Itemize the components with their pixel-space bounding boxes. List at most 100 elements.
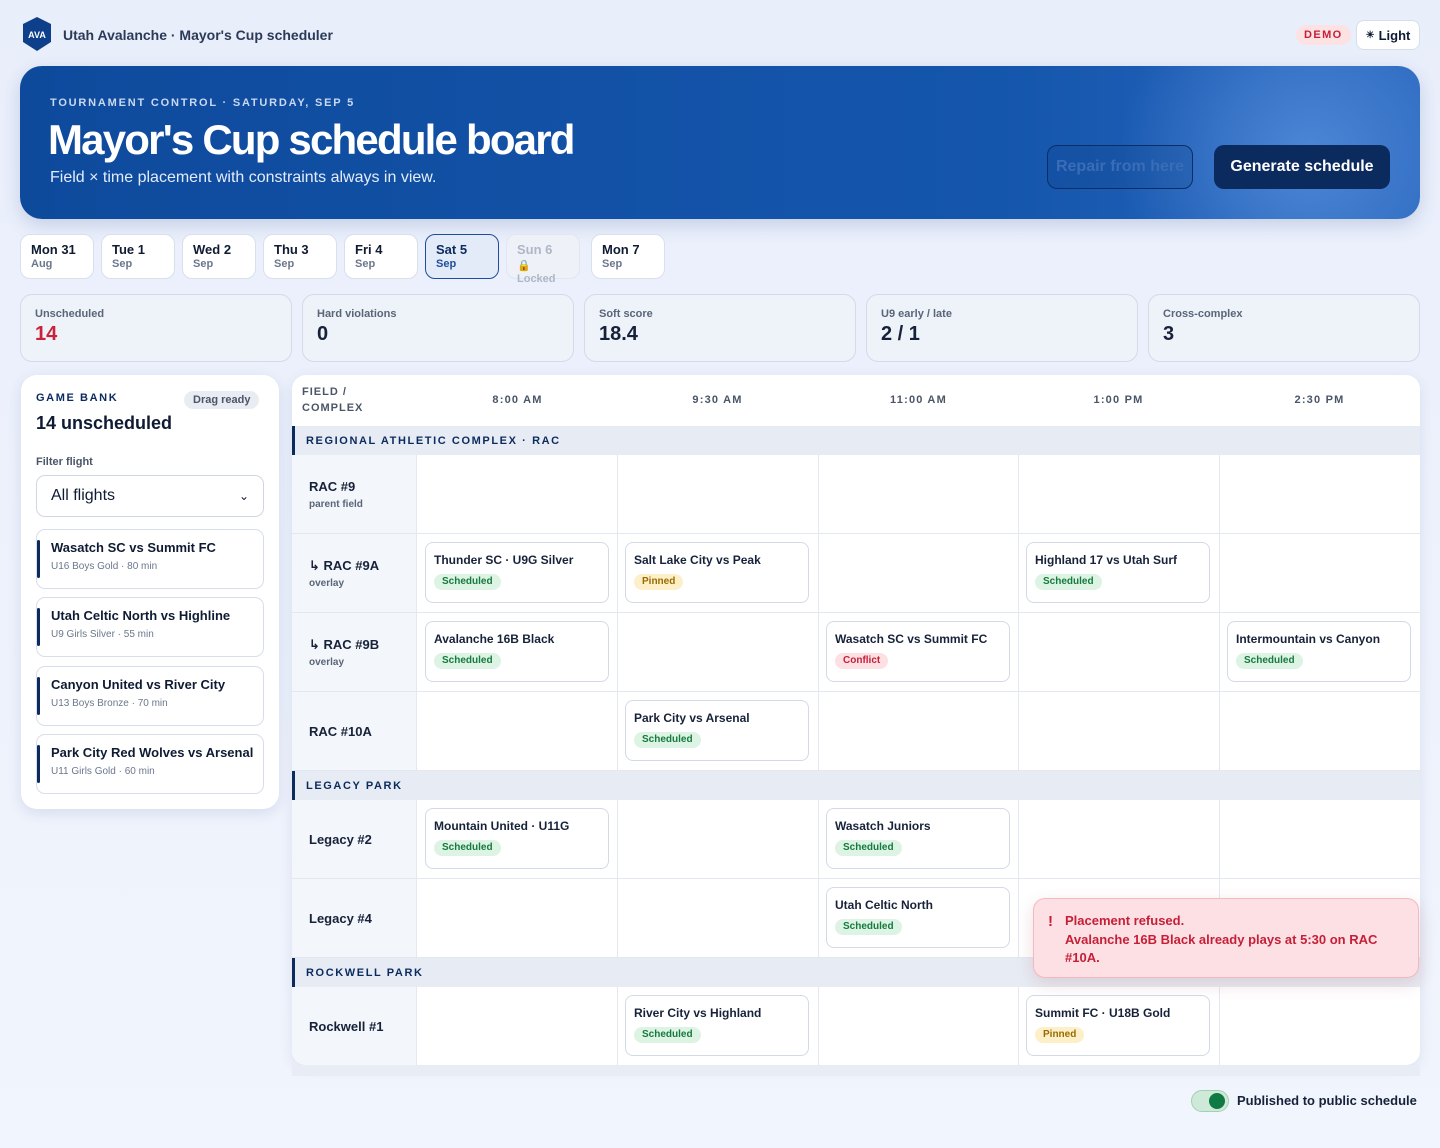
field-row: Legacy #4 Utah Celtic North Scheduled — [292, 879, 1420, 958]
day-tab[interactable]: Mon 7 Sep — [591, 234, 665, 279]
unscheduled-game-card[interactable]: Canyon United vs River City U13 Boys Bron… — [36, 665, 264, 726]
game-title: Mountain United · U11G — [434, 819, 570, 833]
slot-divider — [818, 800, 819, 878]
day-tab-label: Wed 2 — [193, 242, 232, 257]
day-tab[interactable]: Fri 4 Sep — [344, 234, 418, 279]
slot-divider — [818, 692, 819, 770]
slot-cell[interactable] — [1019, 455, 1218, 533]
slot-cell[interactable] — [1220, 692, 1419, 770]
game-title: Highland 17 vs Utah Surf — [1035, 553, 1178, 567]
slot-divider — [1219, 613, 1220, 691]
page-subtitle: Field × time placement with constraints … — [50, 169, 437, 186]
field-name: ↳ RAC #9A — [309, 558, 380, 573]
slot-cell[interactable] — [1220, 455, 1419, 533]
game-card[interactable]: Thunder SC · U9G Silver Scheduled — [425, 542, 609, 603]
game-card[interactable]: Salt Lake City vs Peak Pinned — [625, 542, 809, 603]
slot-cell[interactable] — [618, 455, 817, 533]
slot-cell[interactable] — [1220, 534, 1419, 612]
game-meta: U9 Girls Silver · 55 min — [51, 629, 154, 641]
slot-cell[interactable] — [1019, 613, 1218, 691]
repair-from-here-button[interactable]: Repair from here — [1047, 145, 1193, 189]
filter-flight-select[interactable]: All flights ⌄ — [36, 475, 264, 517]
publish-toggle[interactable] — [1191, 1090, 1229, 1112]
sun-icon: ☀ — [1365, 29, 1375, 41]
toast-title: Placement refused. — [1065, 913, 1185, 928]
day-tab-label: Tue 1 — [112, 242, 145, 257]
day-tab[interactable]: Wed 2 Sep — [182, 234, 256, 279]
slot-cell[interactable] — [618, 613, 817, 691]
toast-message: Avalanche 16B Black already plays at 5:3… — [1065, 932, 1378, 965]
complex-name: REGIONAL ATHLETIC COMPLEX · RAC — [306, 435, 561, 447]
stat-card: U9 early / late 2 / 1 — [866, 294, 1138, 362]
unscheduled-game-card[interactable]: Park City Red Wolves vs Arsenal U11 Girls… — [36, 733, 264, 794]
game-card[interactable]: Intermountain vs Canyon Scheduled — [1227, 621, 1411, 682]
day-tab-month: Sep — [112, 258, 133, 270]
slot-divider — [617, 534, 618, 612]
field-row: Legacy #2 Mountain United · U11G Scheduled… — [292, 800, 1420, 879]
unscheduled-game-card[interactable]: Wasatch SC vs Summit FC U16 Boys Gold · 8… — [36, 529, 264, 589]
day-tab-label: Mon 7 — [602, 242, 640, 257]
game-card[interactable]: Utah Celtic North Scheduled — [826, 887, 1010, 948]
stat-value: 2 / 1 — [881, 323, 920, 345]
game-card[interactable]: Mountain United · U11G Scheduled — [425, 808, 609, 869]
avalanche-logo-icon: AVA — [23, 17, 51, 51]
slot-cell[interactable] — [418, 455, 617, 533]
game-card[interactable]: River City vs Highland Scheduled — [625, 995, 809, 1056]
slot-cell[interactable] — [819, 534, 1018, 612]
game-title: Wasatch SC vs Summit FC — [835, 632, 988, 646]
game-title: Wasatch SC vs Summit FC — [51, 540, 216, 555]
field-label: ↳ RAC #9A overlay — [292, 534, 417, 612]
lock-icon: 🔒 — [517, 260, 531, 272]
schedule-board: FIELD / COMPLEX 8:00 AM 9:30 AM 11:00 AM 1:… — [292, 375, 1420, 1065]
slot-divider — [617, 613, 618, 691]
time-column-header: 1:00 PM — [1093, 394, 1144, 406]
stat-card: Soft score 18.4 — [584, 294, 856, 362]
slot-divider — [617, 987, 618, 1065]
time-column-header: 8:00 AM — [492, 394, 543, 406]
unscheduled-game-card[interactable]: Utah Celtic North vs Highline U9 Girls Si… — [36, 597, 264, 658]
field-label: Legacy #2 — [292, 800, 417, 878]
game-card[interactable]: Summit FC · U18B Gold Pinned — [1026, 995, 1210, 1056]
game-card[interactable]: Highland 17 vs Utah Surf Scheduled — [1026, 542, 1210, 603]
slot-cell[interactable] — [618, 879, 817, 957]
slot-cell[interactable] — [1019, 800, 1218, 878]
page-title: Mayor's Cup schedule board — [48, 116, 575, 163]
generate-schedule-button[interactable]: Generate schedule — [1214, 145, 1390, 189]
stat-label: Hard violations — [317, 308, 397, 320]
top-bar: AVA Utah Avalanche · Mayor's Cup schedul… — [0, 0, 1440, 66]
slot-cell[interactable] — [819, 987, 1018, 1065]
slot-cell[interactable] — [418, 692, 617, 770]
game-card[interactable]: Wasatch SC vs Summit FC Conflict — [826, 621, 1010, 682]
stat-card: Hard violations 0 — [302, 294, 574, 362]
day-tab-label: Mon 31 — [31, 242, 76, 257]
board-scrollbar[interactable] — [292, 1065, 1420, 1076]
slot-cell[interactable] — [418, 879, 617, 957]
slot-cell[interactable] — [1019, 692, 1218, 770]
hero-eyebrow: TOURNAMENT CONTROL · SATURDAY, SEP 5 — [50, 97, 355, 109]
slot-cell[interactable] — [418, 987, 617, 1065]
day-tab-month: Sep — [602, 258, 623, 270]
game-card[interactable]: Avalanche 16B Black Scheduled — [425, 621, 609, 682]
logo-text: AVA — [28, 30, 46, 40]
day-tab[interactable]: Tue 1 Sep — [101, 234, 175, 279]
game-title: Canyon United vs River City — [51, 676, 226, 692]
game-meta: U16 Boys Gold · 80 min — [51, 561, 158, 572]
field-name: Legacy #2 — [309, 832, 372, 847]
day-tab-label: Thu 3 — [274, 242, 309, 257]
complex-name: LEGACY PARK — [306, 780, 403, 792]
theme-toggle-button[interactable]: ☀ Light — [1356, 20, 1420, 50]
slot-cell[interactable] — [819, 455, 1018, 533]
game-card[interactable]: Park City vs Arsenal Scheduled — [625, 700, 809, 761]
game-card[interactable]: Wasatch Juniors Scheduled — [826, 808, 1010, 869]
day-tab[interactable]: Mon 31 Aug — [20, 234, 94, 279]
slot-cell[interactable] — [1220, 800, 1419, 878]
slot-cell[interactable] — [819, 692, 1018, 770]
publish-label: Published to public schedule — [1237, 1093, 1417, 1108]
field-row: ↳ RAC #9B overlay Avalanche 16B Black Sched… — [292, 613, 1420, 692]
slot-divider — [818, 455, 819, 533]
slot-cell[interactable] — [618, 800, 817, 878]
day-tab[interactable]: Sat 5 Sep — [425, 234, 499, 279]
slot-divider — [818, 987, 819, 1065]
day-tab[interactable]: Thu 3 Sep — [263, 234, 337, 279]
slot-cell[interactable] — [1220, 987, 1419, 1065]
